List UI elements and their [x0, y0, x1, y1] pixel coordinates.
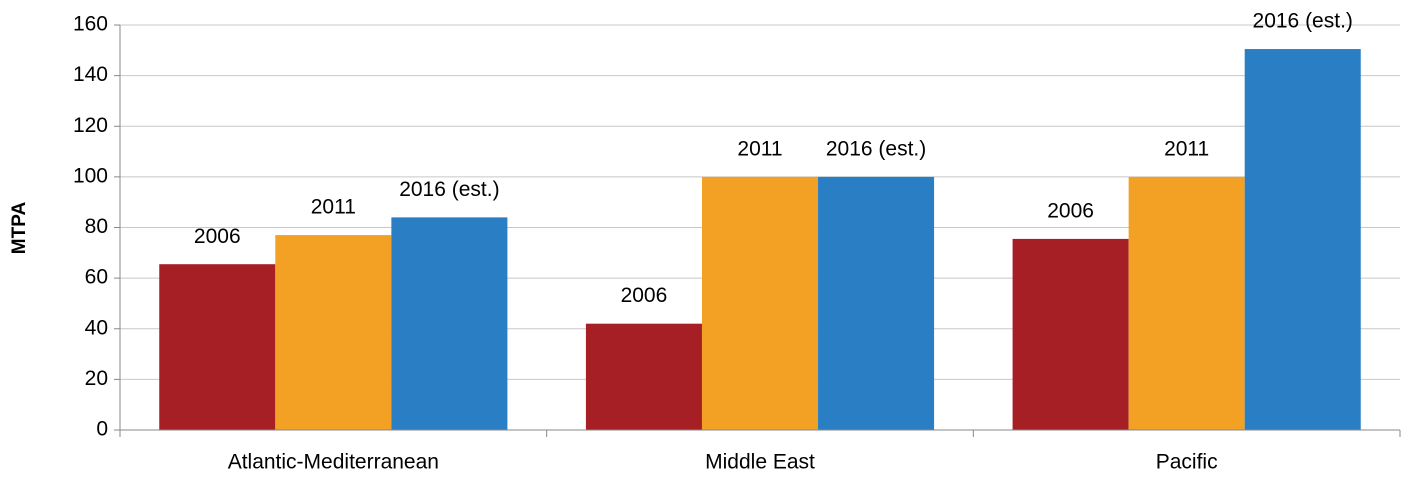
y-tick-label: 40 [85, 316, 108, 339]
data-label: 2006 [1047, 199, 1094, 222]
data-label: 2011 [1164, 137, 1209, 160]
data-label: 2006 [194, 225, 241, 248]
data-label: 2011 [311, 196, 356, 219]
y-tick-label: 140 [73, 63, 108, 86]
y-tick-label: 60 [85, 266, 108, 289]
bar [275, 235, 392, 430]
y-tick-label: 120 [73, 114, 108, 137]
data-label: 2011 [737, 137, 782, 160]
data-label: 2016 (est.) [1253, 10, 1353, 33]
data-label: 2016 (est.) [399, 178, 499, 201]
bar [1012, 238, 1129, 430]
bar [818, 176, 935, 430]
data-label: 2006 [621, 284, 668, 307]
y-tick-label: 20 [85, 367, 108, 390]
bar [1244, 49, 1361, 430]
data-label: 2016 (est.) [826, 137, 926, 160]
x-tick-label: Middle East [705, 451, 815, 474]
bar [585, 323, 702, 430]
bar [391, 217, 508, 430]
bar [701, 176, 819, 430]
y-tick-label: 0 [96, 418, 108, 441]
bar [1128, 176, 1245, 430]
y-tick-label: 80 [85, 215, 108, 238]
y-tick-label: 160 [73, 13, 108, 36]
y-axis-label: MTPA [9, 202, 30, 255]
x-tick-label: Pacific [1156, 451, 1218, 474]
y-tick-label: 100 [73, 164, 108, 187]
bar [159, 264, 276, 430]
x-tick-label: Atlantic-Mediterranean [228, 451, 439, 474]
